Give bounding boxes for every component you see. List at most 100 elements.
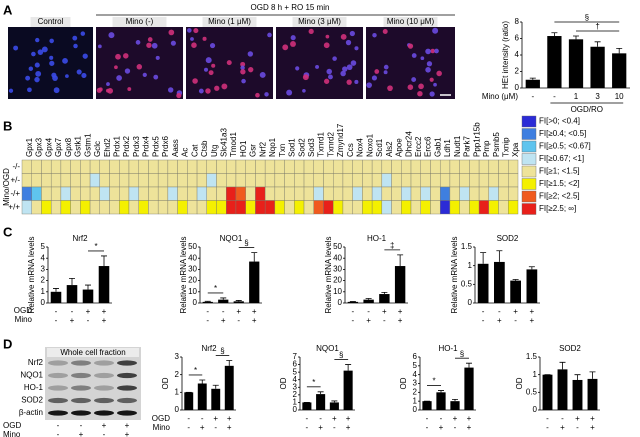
heatmap-cell: [128, 186, 139, 201]
y-axis-label: Relative mRNA levels: [179, 237, 188, 314]
heatmap-cell: [138, 186, 149, 201]
heatmap-cell: [469, 186, 480, 201]
x-tick-label: -: [352, 307, 355, 316]
heatmap-cell: [41, 173, 52, 188]
gene-label: Ccs: [346, 143, 355, 157]
heatmap-cell: [70, 159, 81, 174]
cell: [426, 61, 433, 67]
cell: [372, 32, 377, 38]
cell: [105, 88, 110, 93]
x-tick-label: 10: [615, 92, 624, 101]
cell: [202, 36, 207, 41]
legend-label: FI[>0; <0.4]: [539, 117, 580, 126]
gene-label: Txn: [278, 144, 287, 157]
bar: [98, 266, 110, 303]
cell: [382, 29, 388, 35]
band: [117, 385, 137, 391]
y-tick-label: 1: [413, 396, 418, 405]
gene-label: Slc41a3: [219, 128, 228, 157]
gene-label: Ppp1r15b: [472, 122, 481, 157]
cell: [425, 67, 431, 73]
heatmap-cell: [21, 159, 32, 174]
gene-label: Psmb5: [492, 132, 501, 157]
gene-label: Gsr: [249, 144, 258, 157]
gene-label: Nrf2: [258, 141, 267, 157]
heatmap-cell: [420, 200, 431, 215]
heatmap-cell: [508, 186, 519, 201]
blot: [45, 347, 141, 420]
heatmap-cell: [216, 159, 227, 174]
cell: [116, 75, 122, 81]
lane-label: +: [102, 421, 107, 430]
heatmap-cell: [21, 173, 32, 188]
heatmap-cell: [70, 173, 81, 188]
gene-label: Gstk1: [74, 136, 83, 157]
x-tick-label: +: [398, 307, 403, 316]
y-tick-label: 10: [188, 287, 197, 296]
x-tick-label: +: [236, 307, 241, 316]
x-tick-label: +: [575, 414, 580, 423]
heatmap-cell: [333, 159, 344, 174]
heatmap-cell: [410, 159, 421, 174]
y-tick-label: 2: [515, 67, 520, 76]
y-tick-label: 0: [193, 298, 198, 307]
x-tick-label: +: [346, 414, 351, 423]
y-tick-label: 2: [413, 387, 418, 396]
y-tick-label: 1.5: [526, 352, 538, 361]
heatmap-cell: [216, 173, 227, 188]
cell: [411, 77, 417, 82]
heatmap-cell: [498, 200, 509, 215]
heatmap-cell: [333, 186, 344, 201]
cell: [209, 42, 216, 49]
heatmap-cell: [128, 200, 139, 215]
heatmap-cell: [119, 186, 130, 201]
cell: [430, 48, 436, 54]
heatmap-cell: [245, 186, 256, 201]
cell: [346, 64, 353, 71]
protein-label: Nrf2: [28, 358, 44, 367]
chart-title: Nrf2: [72, 234, 88, 243]
significance-label: §: [339, 351, 343, 360]
heatmap-cell: [157, 200, 169, 215]
heatmap-cell: [235, 173, 246, 188]
heatmap-cell: [284, 173, 295, 188]
x-tick-label: +: [227, 414, 232, 423]
x-tick-label: -: [187, 423, 190, 432]
cell: [97, 44, 102, 49]
cell: [248, 66, 254, 73]
bar: [436, 392, 446, 410]
cell: [80, 31, 86, 36]
error-bar: [573, 35, 579, 40]
y-tick-label: 6: [515, 34, 520, 43]
x-tick-label: -: [237, 316, 240, 325]
heatmap-cell: [323, 173, 334, 188]
cell: [211, 63, 216, 68]
heatmap-cell: [381, 159, 392, 174]
heatmap-cell: [508, 173, 519, 188]
y-tick-label: 1: [468, 261, 473, 270]
cell: [34, 76, 40, 83]
heatmap-cell: [206, 173, 217, 188]
cell: [240, 65, 245, 70]
band: [94, 372, 114, 379]
row-name: OGD: [3, 421, 21, 430]
cell: [420, 56, 425, 61]
label-box: [202, 17, 257, 27]
heatmap-cell: [264, 159, 276, 174]
error-bar: [365, 298, 372, 300]
y-tick-label: 0.5: [461, 279, 473, 288]
heatmap-cell: [226, 186, 237, 201]
x-tick-label: -: [187, 414, 190, 423]
y-tick-label: 4: [41, 253, 46, 262]
gene-label: Ac: [181, 148, 190, 157]
cell: [255, 92, 260, 98]
y-tick-label: 0: [533, 405, 538, 414]
row-label: +/+: [8, 202, 20, 211]
y-tick-label: 8: [515, 17, 520, 26]
cell: [259, 71, 266, 78]
cell: [41, 46, 48, 53]
x-tick-label: -: [206, 307, 209, 316]
significance-label: *: [94, 242, 97, 251]
heatmap-cell: [303, 173, 314, 188]
bar: [572, 379, 583, 410]
